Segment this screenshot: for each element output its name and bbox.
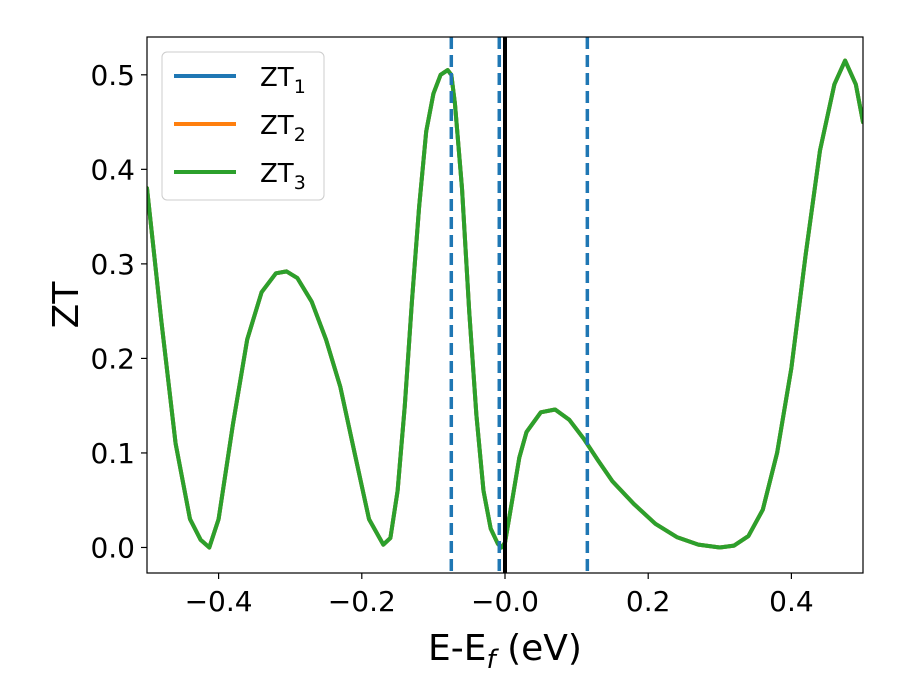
y-tick-label: 0.0	[90, 531, 135, 564]
axes: −0.4 −0.2 −0.0 0.2 0.4 0.0 0.1 0.2 0.3 0.4 0.5	[90, 36, 864, 618]
y-axis-label: ZT	[46, 281, 87, 329]
x-axis-label-main: E-E	[428, 628, 486, 669]
legend-label-3: ZT3	[260, 159, 306, 194]
y-tick-label: 0.2	[90, 342, 135, 375]
x-tick-label: −0.0	[471, 585, 539, 618]
legend-label-sub: 1	[294, 76, 306, 98]
legend-label-sub: 2	[294, 124, 306, 146]
legend-label-sub: 3	[294, 172, 306, 194]
x-tick-label: −0.2	[328, 585, 396, 618]
x-axis-label-unit: (eV)	[496, 628, 582, 669]
plot-area	[147, 37, 863, 573]
x-tick-label: 0.2	[626, 585, 671, 618]
x-axis-label: E-Ef (eV)	[428, 628, 582, 675]
x-tick-label: −0.4	[185, 585, 253, 618]
legend-box	[161, 51, 325, 201]
series-line-3	[147, 58, 863, 550]
y-tick-label: 0.1	[90, 437, 135, 470]
y-tick-label: 0.3	[90, 248, 135, 281]
y-tick-label: 0.5	[90, 59, 135, 92]
x-tick-label: 0.4	[769, 585, 814, 618]
legend-label-main: ZT	[260, 63, 294, 93]
legend-label-2: ZT2	[260, 111, 306, 146]
y-tick-label: 0.4	[90, 153, 135, 186]
legend-label-main: ZT	[260, 159, 294, 189]
legend-label-1: ZT1	[260, 63, 306, 98]
legend-label-main: ZT	[260, 111, 294, 141]
